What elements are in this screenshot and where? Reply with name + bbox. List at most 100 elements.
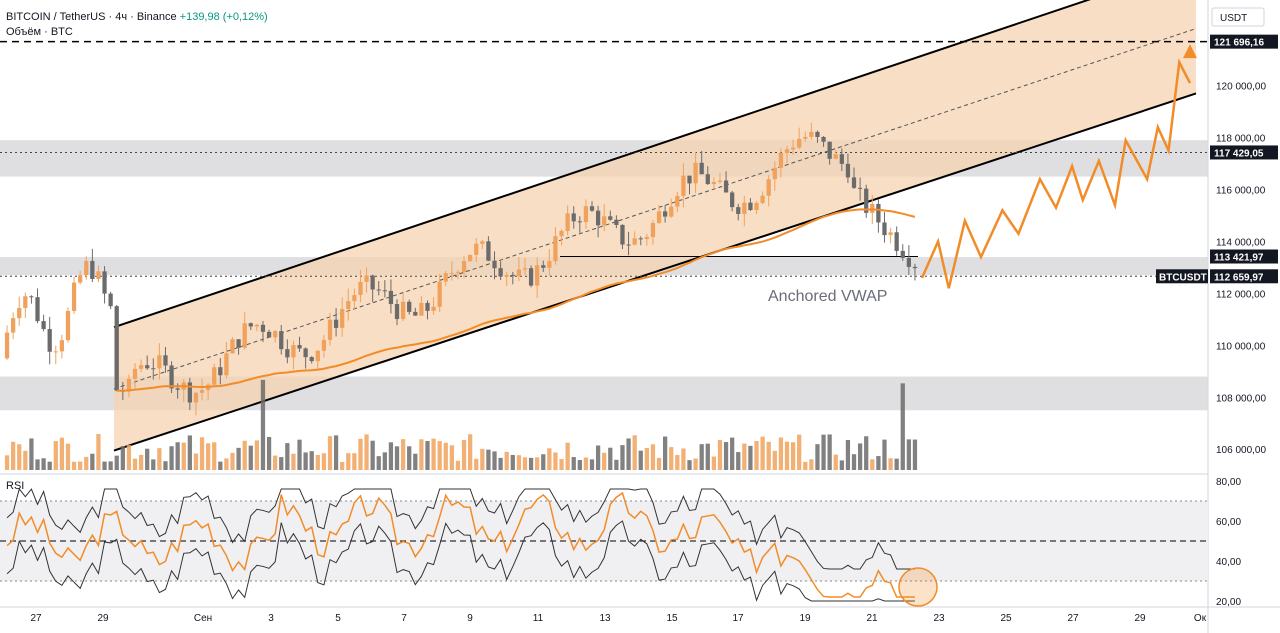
candle-81[interactable] <box>498 268 503 277</box>
candle-98[interactable] <box>602 216 607 226</box>
candle-140[interactable] <box>857 187 863 189</box>
candle-63[interactable] <box>388 290 394 305</box>
candle-106[interactable] <box>650 223 656 238</box>
price-tag-3[interactable]: 112 659,97 <box>1214 272 1264 283</box>
candle-82[interactable] <box>504 274 509 277</box>
candle-105[interactable] <box>644 237 649 240</box>
candle-12[interactable] <box>78 275 83 283</box>
candle-131[interactable] <box>803 136 808 139</box>
candle-16[interactable] <box>102 271 107 294</box>
candle-71[interactable] <box>437 281 442 307</box>
candle-18[interactable] <box>114 306 119 391</box>
price-tag-0[interactable]: 121 696,16 <box>1214 38 1264 49</box>
candle-40[interactable] <box>248 323 253 327</box>
candle-20[interactable] <box>126 378 132 392</box>
candle-147[interactable] <box>900 250 905 258</box>
candle-11[interactable] <box>71 282 77 311</box>
candle-130[interactable] <box>797 138 802 148</box>
candle-148[interactable] <box>906 257 911 267</box>
candle-149[interactable] <box>912 266 918 269</box>
candle-112[interactable] <box>687 175 692 184</box>
candle-114[interactable] <box>699 162 704 175</box>
candle-97[interactable] <box>595 210 601 226</box>
candle-72[interactable] <box>443 273 448 282</box>
candle-128[interactable] <box>784 149 790 153</box>
candle-119[interactable] <box>730 192 735 208</box>
candle-55[interactable] <box>340 309 345 328</box>
candle-84[interactable] <box>516 269 522 277</box>
candle-46[interactable] <box>285 349 290 358</box>
candle-73[interactable] <box>449 272 454 274</box>
candle-85[interactable] <box>522 268 528 270</box>
candle-9[interactable] <box>59 340 65 352</box>
candle-129[interactable] <box>790 147 796 150</box>
candle-79[interactable] <box>486 241 491 261</box>
candle-7[interactable] <box>47 329 52 352</box>
candle-104[interactable] <box>638 238 643 240</box>
candle-44[interactable] <box>273 331 278 338</box>
candle-92[interactable] <box>565 213 570 231</box>
candle-88[interactable] <box>541 265 546 268</box>
candle-146[interactable] <box>894 232 899 251</box>
price-tag-2[interactable]: 113 421,97 <box>1214 253 1264 264</box>
candle-32[interactable] <box>199 390 205 393</box>
candle-8[interactable] <box>53 351 58 353</box>
candle-96[interactable] <box>589 206 595 211</box>
candle-51[interactable] <box>315 350 320 362</box>
candle-118[interactable] <box>723 180 729 193</box>
candle-68[interactable] <box>419 302 424 316</box>
candle-86[interactable] <box>528 268 534 286</box>
candle-25[interactable] <box>157 355 162 369</box>
candle-75[interactable] <box>461 261 467 272</box>
candle-37[interactable] <box>230 339 235 354</box>
candle-59[interactable] <box>364 275 369 282</box>
candle-125[interactable] <box>766 179 771 196</box>
candle-144[interactable] <box>882 222 887 236</box>
candle-121[interactable] <box>742 202 747 214</box>
candle-15[interactable] <box>96 271 101 279</box>
candle-83[interactable] <box>510 274 515 277</box>
candle-14[interactable] <box>90 260 95 279</box>
volume-header[interactable]: Объём · BTC <box>6 26 73 38</box>
candle-38[interactable] <box>236 339 241 348</box>
candle-123[interactable] <box>754 202 759 210</box>
candle-101[interactable] <box>620 224 625 245</box>
vwap-line[interactable] <box>116 208 916 392</box>
candle-137[interactable] <box>839 154 844 164</box>
candle-24[interactable] <box>151 368 156 370</box>
candle-21[interactable] <box>132 368 138 379</box>
candle-80[interactable] <box>492 260 497 269</box>
candle-56[interactable] <box>346 301 351 310</box>
candle-26[interactable] <box>163 355 168 366</box>
candle-70[interactable] <box>431 306 436 311</box>
candle-89[interactable] <box>547 261 552 268</box>
candle-126[interactable] <box>772 167 777 180</box>
candle-90[interactable] <box>553 236 558 262</box>
candle-117[interactable] <box>717 180 723 182</box>
candle-74[interactable] <box>455 271 461 273</box>
candle-31[interactable] <box>193 392 199 403</box>
price-tag-1[interactable]: 117 429,05 <box>1214 148 1264 159</box>
candle-127[interactable] <box>778 152 784 168</box>
candle-108[interactable] <box>662 211 668 217</box>
candle-66[interactable] <box>407 301 412 312</box>
candle-99[interactable] <box>608 216 613 220</box>
channel-lower-line[interactable] <box>113 92 1197 452</box>
candle-47[interactable] <box>291 345 296 358</box>
candle-94[interactable] <box>577 221 582 223</box>
candle-60[interactable] <box>370 275 375 290</box>
candle-67[interactable] <box>413 311 418 316</box>
candle-48[interactable] <box>297 345 302 349</box>
candle-115[interactable] <box>705 174 710 185</box>
candle-95[interactable] <box>583 206 589 223</box>
candle-93[interactable] <box>571 213 576 222</box>
candle-43[interactable] <box>266 331 272 338</box>
candle-6[interactable] <box>41 321 46 330</box>
symbol-header[interactable]: BITCOIN / TetherUS · 4ч · Binance +139,9… <box>6 11 268 23</box>
candle-39[interactable] <box>242 323 247 348</box>
candle-100[interactable] <box>614 219 619 225</box>
candle-135[interactable] <box>827 141 832 159</box>
candle-139[interactable] <box>851 177 857 188</box>
candle-103[interactable] <box>632 238 637 245</box>
